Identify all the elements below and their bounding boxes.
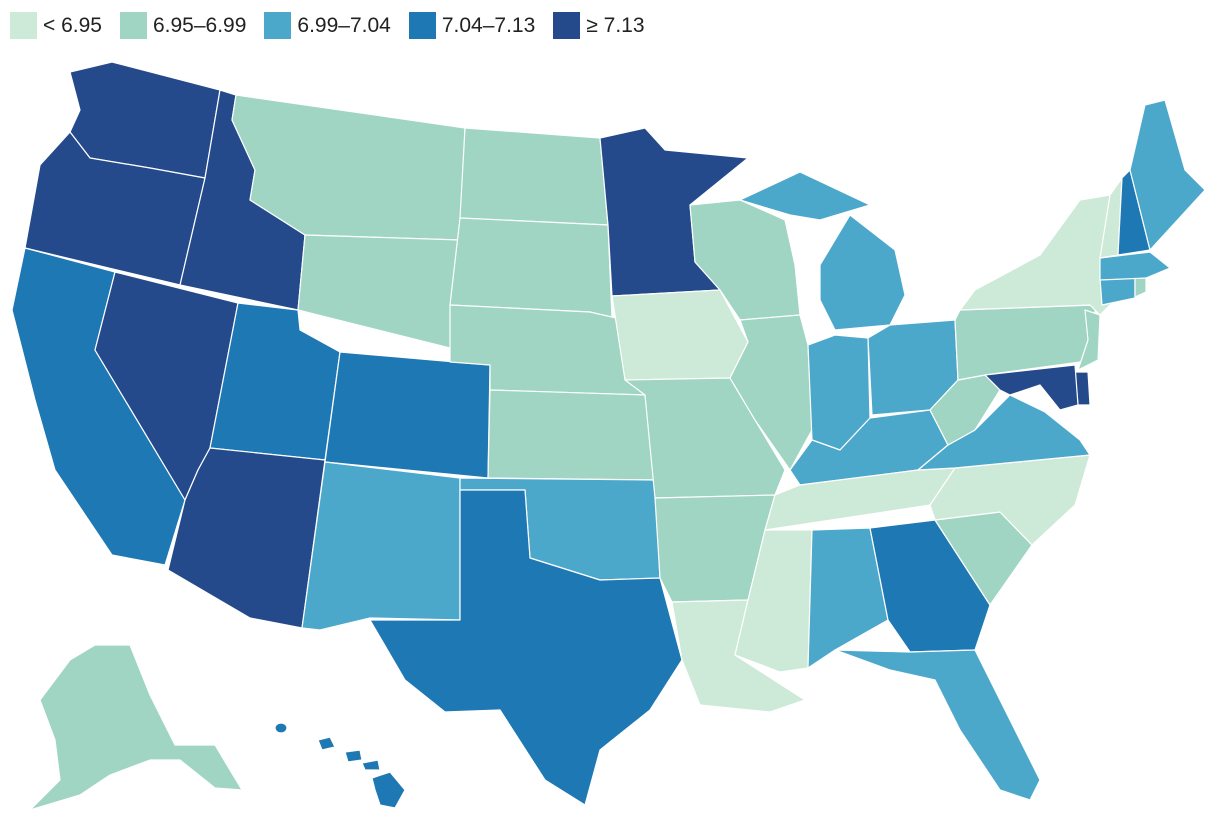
state-wy[interactable] (297, 234, 461, 349)
state-ny[interactable] (959, 194, 1116, 316)
state-nm[interactable] (301, 461, 461, 631)
state-ma[interactable] (1099, 251, 1171, 281)
state-sd[interactable] (449, 217, 613, 319)
state-ia[interactable] (611, 289, 749, 381)
legend-item-2: 6.95–6.99 (119, 12, 247, 39)
state-ks[interactable] (487, 389, 656, 481)
state-mi[interactable] (739, 171, 906, 331)
state-hi[interactable] (274, 722, 406, 809)
map-legend: < 6.95 6.95–6.99 6.99–7.04 7.04–7.13 ≥ 7… (10, 12, 645, 39)
legend-label-1: < 6.95 (43, 14, 102, 37)
legend-label-4: 7.04–7.13 (441, 14, 536, 37)
legend-swatch-4 (408, 12, 436, 39)
legend-swatch-2 (119, 12, 147, 39)
state-nd[interactable] (459, 127, 609, 226)
legend-label-5: ≥ 7.13 (586, 14, 645, 37)
legend-label-2: 6.95–6.99 (152, 14, 247, 37)
legend-item-5: ≥ 7.13 (553, 12, 645, 39)
legend-label-3: 6.99–7.04 (297, 14, 391, 37)
legend-swatch-3 (264, 12, 292, 39)
state-tx[interactable] (369, 489, 683, 806)
legend-item-4: 7.04–7.13 (408, 12, 536, 39)
legend-item-3: 6.99–7.04 (264, 12, 391, 39)
state-nj[interactable] (1077, 309, 1101, 371)
state-fl[interactable] (834, 649, 1041, 801)
legend-item-1: < 6.95 (10, 12, 102, 39)
state-md[interactable] (984, 364, 1079, 411)
state-ak[interactable] (29, 644, 243, 811)
legend-swatch-1 (10, 12, 37, 39)
state-me[interactable] (1129, 99, 1206, 251)
state-al[interactable] (807, 527, 889, 669)
state-co[interactable] (324, 351, 491, 479)
legend-swatch-5 (553, 12, 581, 39)
